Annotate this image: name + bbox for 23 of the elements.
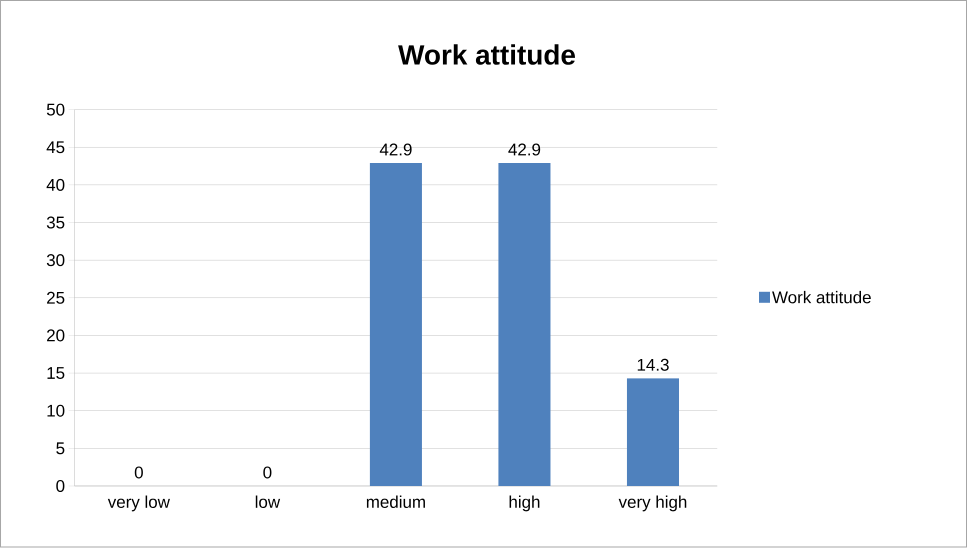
y-tick-label: 15 bbox=[48, 367, 64, 380]
x-tick-label: very low bbox=[108, 496, 170, 512]
y-tick-label: 30 bbox=[46, 254, 64, 266]
y-tick-label: 10 bbox=[48, 404, 64, 417]
data-label: 14.3 bbox=[638, 359, 669, 372]
y-tick-label: 20 bbox=[47, 330, 64, 342]
y-tick-label: 25 bbox=[47, 292, 64, 304]
data-label: 42.9 bbox=[380, 144, 412, 156]
data-label: 0 bbox=[134, 466, 143, 479]
y-tick-label: 35 bbox=[46, 216, 64, 229]
y-tick-label: 5 bbox=[56, 442, 64, 454]
y-tick-label: 40 bbox=[46, 179, 64, 192]
x-tick-label: low bbox=[256, 496, 280, 508]
x-tick-label: medium bbox=[366, 496, 425, 508]
x-tick-label: high bbox=[510, 496, 540, 512]
data-label: 0 bbox=[263, 466, 272, 479]
legend-label: Work attitude bbox=[772, 291, 871, 304]
data-label: 42.9 bbox=[508, 144, 540, 156]
x-tick-label: very high bbox=[618, 496, 686, 512]
y-tick-label: 0 bbox=[56, 480, 64, 492]
y-tick-label: 45 bbox=[46, 142, 64, 154]
y-tick-label: 50 bbox=[46, 104, 64, 116]
chart-title: Work attitude bbox=[398, 44, 575, 66]
